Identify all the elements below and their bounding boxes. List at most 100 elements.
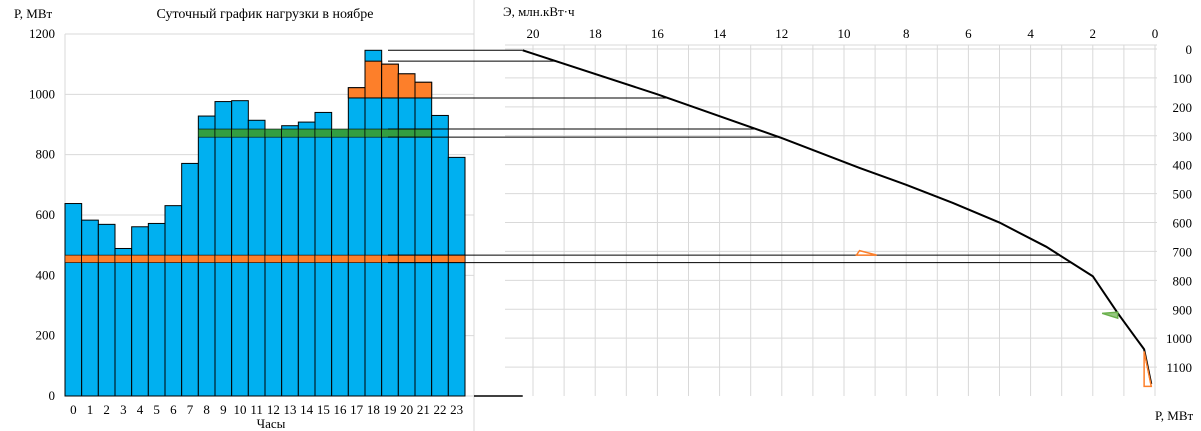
x-tick-label: 9 (220, 402, 227, 417)
bar (331, 131, 349, 397)
bar (81, 219, 99, 397)
x-tick-label: 13 (284, 402, 297, 417)
bar-band-segment (281, 128, 299, 138)
y-tick-label: 0 (49, 388, 56, 403)
marker-triangle (1143, 351, 1153, 388)
bar-band-segment (264, 128, 282, 138)
y-tick-label: 900 (1173, 302, 1193, 317)
bar-band-segment (348, 254, 366, 263)
bar (264, 133, 283, 397)
x-tick-label: 18 (367, 402, 380, 417)
marker-triangles (855, 249, 1153, 388)
bar (147, 222, 166, 397)
x-tick-label: 21 (417, 402, 430, 417)
x-tick-label: 16 (334, 402, 348, 417)
x-tick-label: 4 (137, 402, 144, 417)
bar-band-segment (431, 254, 449, 263)
x-tick-label: 5 (153, 402, 160, 417)
y-tick-labels: 0 200 400 600 800 1000 1200 (29, 26, 55, 403)
bar-band-segment (231, 254, 249, 263)
energy-curve-chart: Э, млн.кВт·ч P, МВт 20 18 16 14 12 10 8 6 4 2 0 01… (503, 4, 1194, 423)
bar-band-segment (181, 254, 199, 263)
y-tick-label: 1000 (1166, 331, 1192, 346)
x-tick-label: 7 (187, 402, 194, 417)
y-tick-label: 1100 (1166, 360, 1192, 375)
bar-band-segment (414, 254, 432, 263)
bar-band-segment (448, 254, 466, 263)
bar (381, 63, 399, 397)
x-tick-label: 6 (170, 402, 177, 417)
bar-band-segment (231, 128, 249, 138)
bar-band-segment (314, 254, 332, 263)
x-tick-label: 14 (713, 26, 727, 41)
bar-band-segment (248, 254, 266, 263)
level-lines (388, 49, 1072, 397)
bar-peak-segment (397, 73, 416, 99)
bar-peak-segment (381, 63, 399, 99)
bar-band-segment (331, 128, 349, 138)
bar (97, 223, 116, 397)
bar-band-segment (381, 128, 399, 138)
x-tick-label: 19 (384, 402, 397, 417)
bar-band-segment (414, 128, 432, 138)
bar-band-segment (64, 254, 82, 263)
bar-band-segment (398, 128, 416, 138)
y-tick-label: 700 (1173, 244, 1193, 259)
y-tick-label: 800 (1173, 273, 1193, 288)
energy-curve-line (522, 49, 1153, 385)
x-tick-label: 8 (903, 26, 910, 41)
bar-band-segment (214, 254, 232, 263)
bar (314, 111, 333, 397)
bar-band-segment (198, 128, 216, 138)
bar-peak-segment (364, 60, 383, 99)
chart-title: Суточный график нагрузки в ноябре (156, 7, 373, 22)
bar-band-segment (264, 254, 282, 263)
bar-band-segment (364, 254, 382, 263)
x-tick-label: 2 (1090, 26, 1097, 41)
y-tick-label: 800 (36, 147, 56, 162)
bar-band-segment (114, 254, 132, 263)
y-tick-label: 300 (1173, 129, 1193, 144)
bar-band-segment (148, 254, 166, 263)
y-tick-label: 1000 (29, 86, 55, 101)
bar (131, 226, 149, 397)
x-tick-label: 12 (267, 402, 280, 417)
x-tick-label: 3 (120, 402, 127, 417)
x-tick-label: 2 (103, 402, 110, 417)
bar (231, 100, 249, 397)
y-tick-label: 600 (1173, 216, 1193, 231)
y-tick-label: 200 (36, 328, 56, 343)
x-tick-labels: 0 1 2 3 4 5 6 7 8 9 10 11 12 13 14 15 16 17 18 19 20 21 22 23 (70, 402, 463, 417)
bar (397, 73, 416, 397)
energy-curve (522, 49, 1153, 385)
x-tick-label: 0 (1152, 26, 1159, 41)
x-tick-label: 1 (87, 402, 94, 417)
y-tick-label: 400 (36, 267, 56, 282)
bar (447, 156, 466, 397)
y-tick-label: 1200 (29, 26, 55, 41)
x-tick-label: 18 (589, 26, 602, 41)
bar-band-segment (214, 128, 232, 138)
bar-band-segment (98, 254, 116, 263)
x-tick-label: 20 (527, 26, 540, 41)
x-tick-label: 14 (300, 402, 314, 417)
x-tick-labels: 20 18 16 14 12 10 8 6 4 2 0 (527, 26, 1159, 41)
y-tick-label: 600 (36, 207, 56, 222)
y-axis-label: P, МВт (14, 6, 53, 21)
x-tick-label: 15 (317, 402, 330, 417)
bar-band-segment (281, 254, 299, 263)
y-tick-label: 400 (1173, 158, 1193, 173)
bar-band-segment (198, 254, 216, 263)
x-tick-label: 17 (350, 402, 364, 417)
bar-band-segment (298, 128, 316, 138)
gridlines (505, 44, 1157, 396)
bar-band-segment (164, 254, 182, 263)
x-tick-label: 4 (1027, 26, 1034, 41)
bar-band-segment (298, 254, 316, 263)
x-tick-label: 23 (450, 402, 463, 417)
bar-peak-segment (347, 87, 366, 99)
bar-band-segment (364, 128, 382, 138)
y-tick-label: 0 (1186, 42, 1193, 57)
y-tick-label: 100 (1173, 71, 1193, 86)
